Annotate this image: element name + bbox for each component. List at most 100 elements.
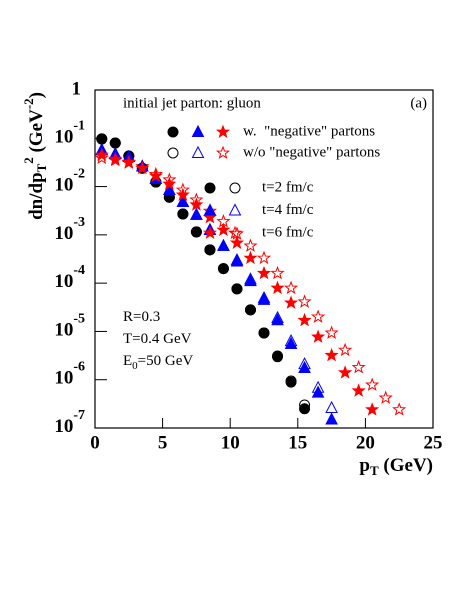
point bbox=[283, 295, 299, 309]
point bbox=[325, 400, 338, 413]
point bbox=[324, 347, 339, 362]
annotation: E0=50 GeV bbox=[123, 353, 193, 371]
point bbox=[190, 226, 202, 238]
y-tick-label: 10-1 bbox=[54, 119, 85, 148]
y-axis-title-part: (GeV bbox=[26, 109, 47, 157]
y-tick-label: 1 bbox=[72, 78, 82, 99]
point bbox=[297, 312, 312, 327]
y-axis-title: dn/dpT2 (GeV-2) bbox=[21, 92, 49, 220]
legend-marker bbox=[202, 225, 218, 240]
point bbox=[109, 137, 121, 149]
y-tick-base: 10 bbox=[54, 175, 73, 196]
point bbox=[378, 390, 393, 404]
point bbox=[204, 244, 216, 256]
legend-marker bbox=[167, 126, 179, 138]
point bbox=[177, 208, 189, 220]
point bbox=[324, 325, 339, 339]
annotation-part: R=0.3 bbox=[123, 309, 160, 325]
point bbox=[311, 309, 326, 323]
y-tick-base: 10 bbox=[54, 416, 73, 437]
y-axis-title-part: ) bbox=[26, 92, 47, 98]
y-tick-label: 10-4 bbox=[54, 263, 85, 292]
point bbox=[176, 194, 190, 207]
point bbox=[231, 283, 243, 295]
y-tick-exponent: -6 bbox=[73, 360, 85, 375]
legend-marker bbox=[228, 203, 242, 216]
legend-marker bbox=[167, 147, 179, 159]
point bbox=[351, 359, 366, 374]
point bbox=[163, 182, 176, 195]
point bbox=[299, 403, 311, 415]
legend-marker bbox=[191, 145, 205, 158]
panel-label: (a) bbox=[410, 95, 427, 111]
point bbox=[257, 292, 271, 305]
y-tick-exponent: -2 bbox=[73, 167, 85, 182]
point bbox=[311, 329, 326, 343]
legend-label: w/o "negative" partons bbox=[243, 144, 380, 160]
legend-marker bbox=[203, 203, 217, 216]
point bbox=[284, 336, 298, 349]
legend-marker bbox=[229, 182, 241, 194]
point bbox=[392, 402, 407, 416]
y-tick-base: 10 bbox=[54, 320, 73, 341]
y-tick-base: 10 bbox=[54, 272, 73, 293]
x-tick-label: 10 bbox=[221, 432, 240, 453]
point bbox=[256, 265, 272, 280]
y-tick-label: 10-7 bbox=[54, 408, 85, 437]
point bbox=[297, 294, 312, 308]
point bbox=[94, 150, 109, 165]
annotation-part: T=0.4 GeV bbox=[123, 331, 192, 347]
point bbox=[229, 235, 245, 249]
point bbox=[283, 280, 299, 295]
y-tick-base: 10 bbox=[54, 223, 73, 244]
point bbox=[244, 274, 257, 287]
legend-label: t=4 fm/c bbox=[262, 202, 314, 218]
y-tick-label: 10-3 bbox=[54, 215, 85, 244]
y-tick-label: 10-6 bbox=[54, 360, 85, 389]
annotation-part: =50 GeV bbox=[138, 353, 194, 369]
point bbox=[256, 250, 272, 265]
point bbox=[270, 265, 285, 280]
point bbox=[94, 147, 109, 162]
point bbox=[365, 377, 380, 391]
point bbox=[271, 313, 284, 326]
y-tick-base: 10 bbox=[54, 127, 73, 148]
point bbox=[243, 238, 258, 252]
x-tick-label: 5 bbox=[158, 432, 168, 453]
x-axis-title-part: p bbox=[359, 455, 370, 476]
y-tick-base: 10 bbox=[54, 368, 73, 389]
x-tick-label: 20 bbox=[356, 432, 375, 453]
legend-label: w. "negative" partons bbox=[243, 123, 375, 139]
legend-label: t=6 fm/c bbox=[262, 224, 314, 240]
legend-label: t=2 fm/c bbox=[262, 179, 314, 195]
point bbox=[270, 280, 285, 295]
point bbox=[162, 176, 177, 191]
point bbox=[243, 250, 258, 265]
legend-marker bbox=[227, 225, 243, 240]
point bbox=[338, 342, 353, 357]
x-axis-title-part: (GeV) bbox=[379, 455, 433, 476]
point bbox=[121, 154, 136, 169]
y-axis-title-sup: 2 bbox=[21, 157, 36, 164]
x-axis-title: pT (GeV) bbox=[359, 455, 433, 478]
point bbox=[338, 365, 353, 379]
point bbox=[325, 412, 338, 425]
point bbox=[216, 222, 231, 237]
point bbox=[285, 376, 297, 388]
plot-frame bbox=[94, 89, 434, 429]
y-tick-exponent: -4 bbox=[73, 263, 85, 278]
chart-title: initial jet parton: gluon bbox=[123, 95, 261, 111]
legend-marker bbox=[215, 145, 231, 160]
y-axis-title-sub: T bbox=[34, 163, 49, 172]
y-tick-label: 10-5 bbox=[54, 312, 85, 341]
point bbox=[148, 168, 163, 182]
legend-marker bbox=[191, 124, 205, 137]
point bbox=[272, 351, 284, 363]
x-tick-label: 25 bbox=[424, 432, 443, 453]
annotation: T=0.4 GeV bbox=[123, 331, 192, 347]
point bbox=[175, 187, 190, 201]
point bbox=[230, 254, 244, 267]
legend-marker bbox=[204, 182, 216, 194]
